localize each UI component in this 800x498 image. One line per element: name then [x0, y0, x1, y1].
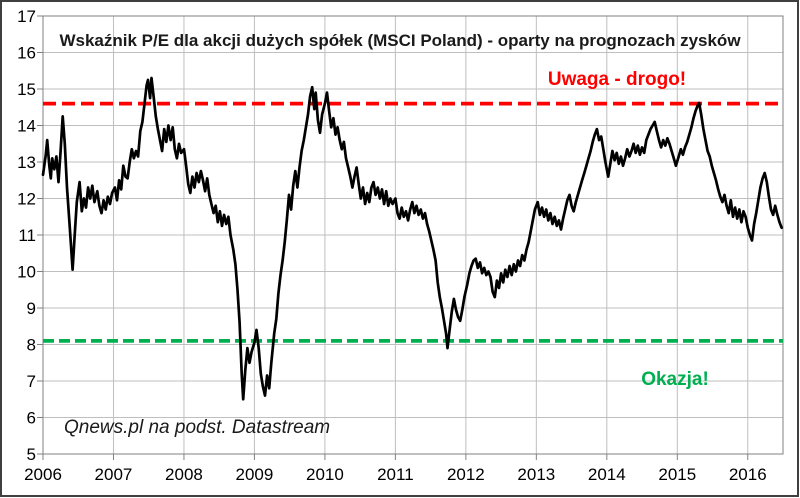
gridlines — [43, 16, 783, 454]
y-tick-label: 8 — [27, 336, 36, 355]
x-tick-label: 2011 — [377, 465, 414, 484]
y-tick-label: 12 — [17, 190, 36, 209]
x-tick-label: 2016 — [729, 465, 767, 484]
x-tick-label: 2007 — [95, 465, 133, 484]
x-tick-label: 2006 — [24, 465, 62, 484]
x-tick-label: 2013 — [517, 465, 555, 484]
cheap-annotation: Okazja! — [641, 369, 709, 390]
x-axis-labels: 2006 2007 2008 2009 2010 2011 2012 2013 2014 2015… — [24, 465, 767, 484]
y-tick-label: 5 — [27, 445, 36, 464]
x-tick-label: 2010 — [306, 465, 344, 484]
chart-title: Wskaźnik P/E dla akcji dużych spółek (MS… — [59, 31, 741, 50]
x-tick-label: 2012 — [447, 465, 485, 484]
y-tick-label: 11 — [18, 226, 36, 245]
y-tick-label: 17 — [17, 7, 36, 26]
source-note: Qnews.pl na podst. Datastream — [64, 417, 330, 438]
y-tick-label: 7 — [27, 372, 36, 391]
y-tick-label: 14 — [17, 117, 36, 136]
y-tick-label: 15 — [17, 80, 36, 99]
x-tick-label: 2009 — [236, 465, 274, 484]
pe-series-line — [41, 76, 783, 401]
y-tick-label: 10 — [17, 263, 36, 282]
x-tick-label: 2014 — [588, 465, 626, 484]
y-tick-label: 9 — [27, 299, 36, 318]
x-tick-label: 2015 — [658, 465, 696, 484]
expensive-annotation: Uwaga - drogo! — [548, 69, 686, 90]
y-tick-label: 16 — [17, 44, 36, 63]
y-tick-label: 6 — [27, 409, 36, 428]
y-tick-label: 13 — [17, 153, 36, 172]
axis-ticks — [37, 15, 749, 460]
y-axis-labels: 5 6 7 8 9 10 11 12 13 14 15 16 17 — [17, 7, 36, 464]
x-tick-label: 2008 — [165, 465, 203, 484]
